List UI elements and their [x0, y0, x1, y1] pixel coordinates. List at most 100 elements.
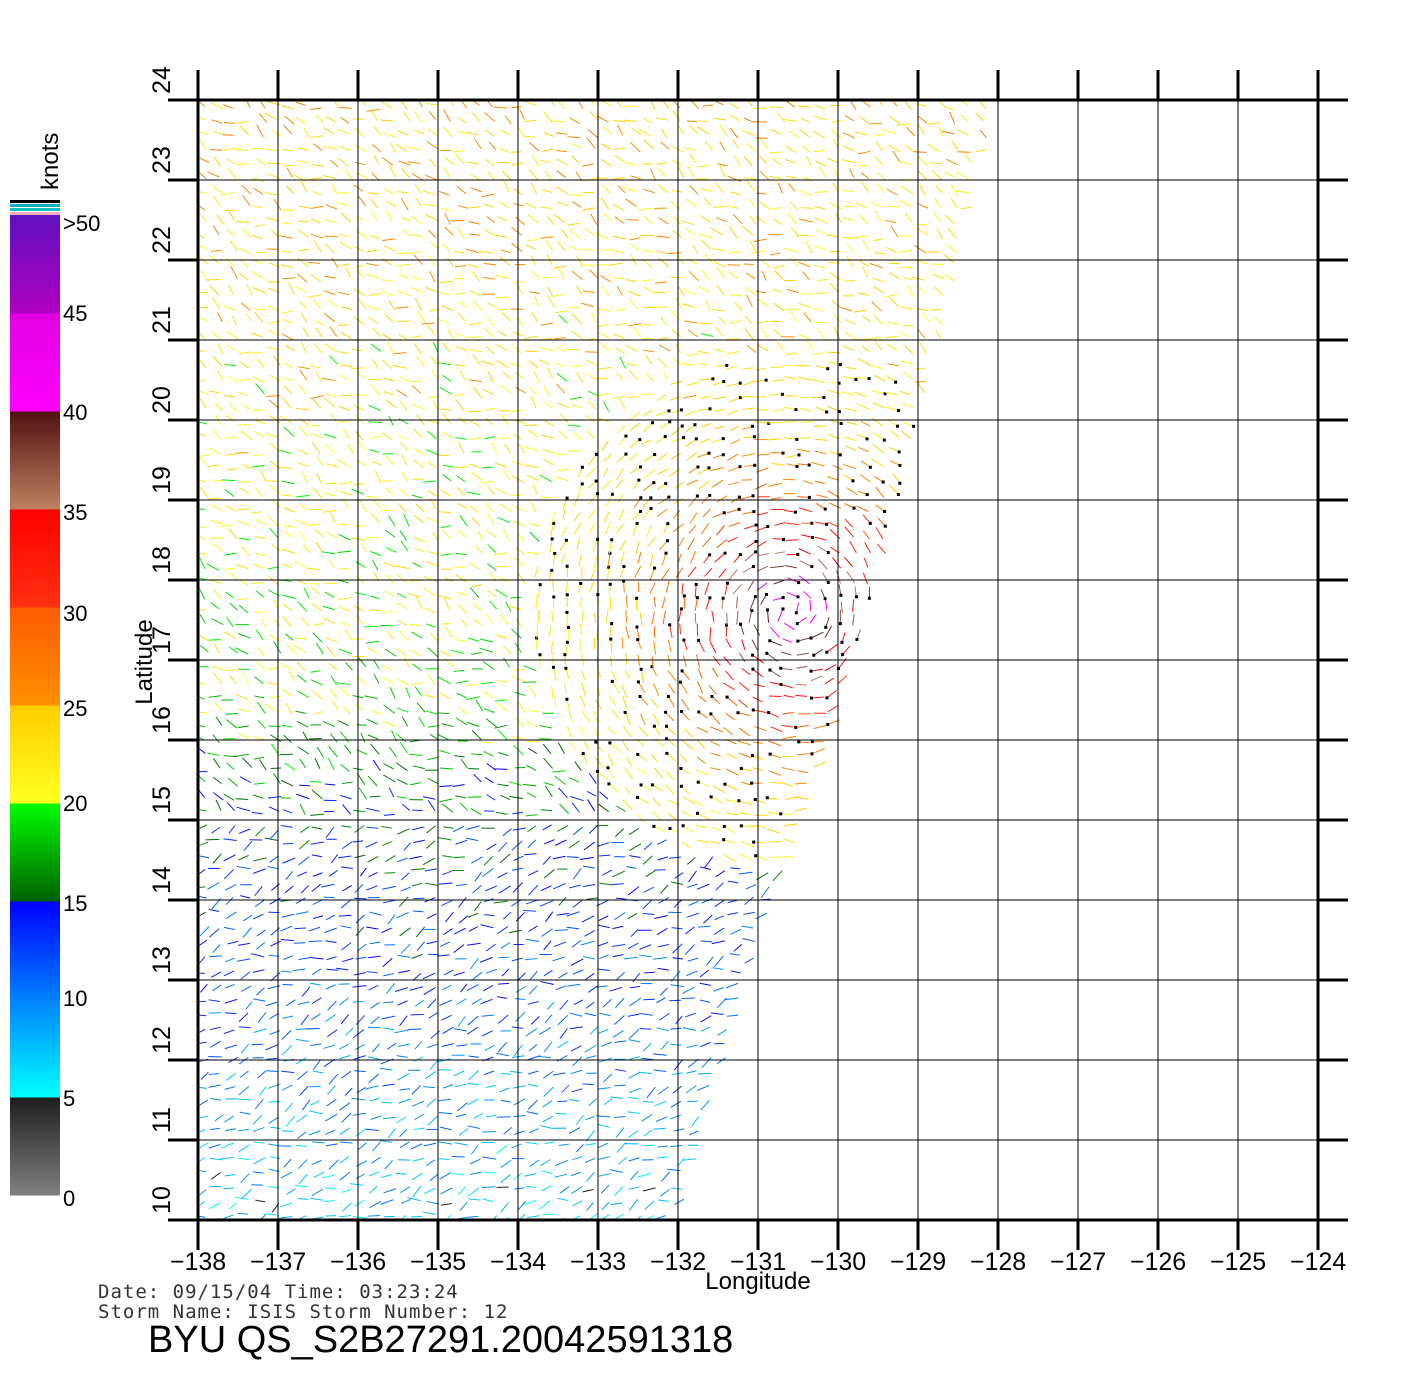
wind-vector [269, 460, 281, 470]
wind-vector [840, 601, 843, 613]
wind-vector [382, 1083, 395, 1087]
wind-vector [484, 328, 494, 338]
wind-vector [832, 138, 839, 149]
wind-vector [211, 297, 221, 310]
wind-vector [854, 131, 868, 136]
wind-vector [576, 537, 581, 550]
wind-vector [700, 1026, 711, 1032]
wind-vector [601, 440, 609, 452]
wind-vector [330, 675, 338, 686]
wind-vector [281, 1084, 293, 1091]
wind-vector [181, 692, 194, 695]
wind-vector [656, 1156, 669, 1159]
wind-vector [862, 100, 871, 108]
wind-vector [366, 108, 381, 112]
wind-vector [366, 249, 378, 253]
wind-vector [723, 656, 732, 666]
wind-vector [536, 624, 538, 639]
wind-vector [223, 970, 235, 977]
wind-vector [324, 1129, 336, 1135]
wind-vector [331, 184, 338, 195]
wind-vector [426, 140, 438, 149]
wind-vector [181, 1159, 194, 1162]
wind-vector [567, 856, 579, 858]
wind-vector [263, 1213, 277, 1216]
wind-vector [568, 1127, 581, 1134]
wind-vector [684, 944, 695, 955]
wind-vector [254, 430, 263, 438]
wind-vector [408, 623, 422, 626]
wind-vector [743, 176, 756, 180]
wind-vector [307, 261, 320, 264]
wind-vector [571, 1088, 583, 1093]
wind-vector [198, 808, 207, 812]
wind-vector [627, 913, 638, 919]
wind-vector [280, 970, 293, 973]
wind-vector [480, 681, 494, 685]
wind-vector [298, 856, 310, 866]
wind-vector [297, 229, 309, 238]
wind-vector [754, 824, 766, 828]
wind-vector [198, 233, 205, 239]
wind-vector [886, 375, 896, 383]
colorbar-band [10, 607, 60, 706]
rain-flag [668, 826, 672, 830]
wind-vector [612, 203, 625, 211]
wind-vector [657, 1086, 669, 1095]
wind-vector [667, 670, 677, 682]
wind-vector [369, 449, 380, 453]
wind-vector [675, 1015, 683, 1025]
wind-vector [642, 508, 652, 520]
wind-vector [167, 984, 176, 991]
wind-vector [559, 1028, 568, 1039]
colorbar-band [10, 1097, 60, 1196]
wind-vector [541, 928, 553, 937]
wind-vector [736, 610, 739, 625]
rain-flag [765, 608, 769, 612]
wind-vector [844, 503, 855, 509]
wind-vector [396, 733, 407, 743]
wind-vector [295, 710, 306, 714]
wind-vector [397, 1000, 408, 1006]
wind-vector [713, 987, 724, 992]
rain-flag [665, 751, 669, 755]
wind-vector [827, 157, 839, 164]
wind-vector [677, 165, 685, 179]
wind-vector [933, 317, 944, 325]
wind-vector [227, 940, 239, 945]
wind-vector [498, 956, 510, 959]
wind-vector [732, 213, 743, 225]
wind-vector [591, 312, 597, 323]
rain-flag [638, 694, 642, 698]
wind-vector [872, 402, 886, 409]
wind-vector [360, 732, 366, 743]
wind-vector [296, 1131, 307, 1140]
wind-vector [481, 1030, 494, 1037]
wind-vector [198, 1028, 206, 1034]
wind-vector [442, 1026, 454, 1035]
wind-vector [207, 171, 220, 178]
wind-vector [555, 362, 565, 368]
wind-vector [709, 767, 721, 771]
rain-flag [868, 465, 872, 469]
wind-vector [558, 314, 568, 324]
wind-vector [393, 364, 407, 369]
wind-vector [198, 956, 206, 966]
wind-vector [438, 511, 451, 514]
wind-vector [370, 1115, 382, 1120]
wind-vector [398, 273, 409, 279]
wind-vector [314, 757, 321, 769]
wind-vector [636, 626, 640, 639]
wind-vector [181, 402, 192, 409]
wind-vector [380, 1199, 394, 1205]
wind-vector [468, 926, 479, 932]
wind-vector [411, 682, 423, 686]
wind-vector [210, 602, 220, 610]
wind-vector [715, 217, 727, 223]
rain-flag [738, 553, 742, 557]
wind-vector [172, 745, 180, 756]
wind-vector [241, 185, 252, 195]
wind-vector [559, 803, 570, 814]
wind-vector [402, 110, 412, 123]
wind-vector [411, 1084, 422, 1095]
